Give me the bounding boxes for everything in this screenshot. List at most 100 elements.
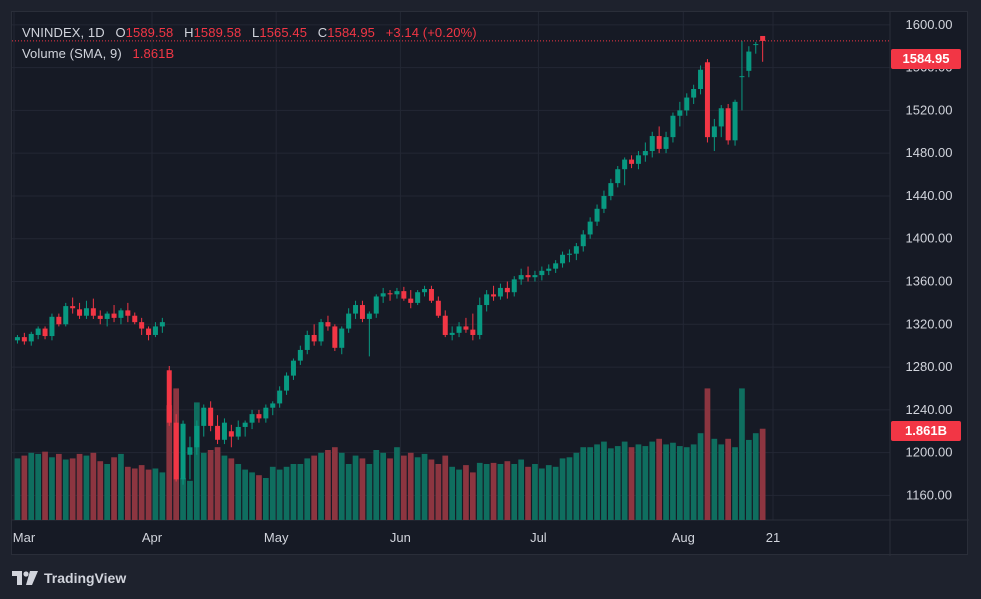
volume-bar [42, 451, 48, 520]
candle-body [608, 183, 614, 196]
volume-bar [131, 468, 138, 520]
volume-bar [401, 455, 407, 520]
x-tick-label: 21 [766, 530, 780, 545]
candle-body [594, 208, 600, 222]
volume-bar [580, 447, 587, 520]
candle-body [463, 326, 469, 330]
candle-body [270, 403, 276, 408]
volume-bar [732, 447, 738, 520]
volume-bar [545, 465, 552, 520]
tradingview-brand[interactable]: TradingView [12, 568, 126, 588]
candle-body [670, 115, 676, 138]
volume-bar [304, 458, 311, 520]
volume-bar [552, 466, 559, 520]
volume-bar [711, 438, 718, 520]
candle-body [208, 407, 214, 426]
volume-bar [104, 464, 110, 520]
volume-bar [628, 447, 635, 520]
candle-body [401, 291, 407, 299]
candle-body [180, 423, 186, 480]
candle-body [642, 151, 648, 156]
volume-bar [83, 455, 90, 520]
volume-bar [525, 466, 531, 520]
volume-bar [387, 458, 393, 520]
volume-bar [752, 433, 759, 520]
y-tick-label: 1320.00 [906, 316, 953, 331]
volume-bar [690, 444, 697, 520]
candle-body [353, 305, 359, 314]
volume-bar [394, 447, 400, 520]
volume-bar [145, 469, 152, 520]
volume-bar [159, 472, 166, 520]
candle-body [484, 294, 490, 306]
volume-bar [152, 468, 159, 520]
candle-body [573, 246, 579, 254]
volume-bar [511, 464, 518, 520]
axis-labels: 1160.00 1200.00 1240.00 1280.00 1320.00 1360.… [13, 17, 953, 545]
volume-bar [338, 452, 345, 520]
volume-bar [276, 469, 283, 520]
candle-body [580, 234, 586, 247]
candle-body [718, 108, 724, 127]
x-tick-label: Apr [142, 530, 163, 545]
y-tick-label: 1440.00 [906, 188, 953, 203]
candle-body [422, 288, 428, 293]
volume-bar [476, 462, 483, 520]
volume-bar [677, 446, 683, 520]
candle-body [394, 291, 400, 295]
candle-body [525, 275, 531, 278]
volume-bar [297, 464, 304, 520]
volume-legend: Volume (SMA, 9) 1.861B [22, 46, 174, 61]
candle-body [553, 263, 559, 269]
volume-bar [759, 428, 766, 520]
candle-body [49, 316, 55, 337]
candle-body [304, 334, 310, 350]
candle-body [760, 35, 766, 41]
volume-bar [214, 447, 221, 520]
volume-bar [718, 444, 725, 520]
volume-bar [311, 455, 317, 520]
volume-bar [642, 446, 649, 520]
volume-bar [725, 438, 731, 520]
candle-body [477, 305, 483, 335]
volume-bar [166, 405, 173, 520]
volume-bar [697, 433, 704, 520]
volume-label: Volume (SMA, 9) [22, 46, 122, 61]
candle-body [560, 254, 566, 264]
y-tick-label: 1480.00 [906, 145, 953, 160]
candle-body [497, 287, 503, 297]
chart-frame: 1160.00 1200.00 1240.00 1280.00 1320.00 1360.… [11, 11, 969, 556]
y-tick-label: 1520.00 [906, 102, 953, 117]
volume-bar [290, 464, 297, 520]
high-label: H [184, 25, 194, 40]
candle-body [70, 306, 76, 309]
volume-bar [138, 465, 145, 520]
candle-body [284, 375, 290, 391]
volume-bar [359, 458, 366, 520]
volume-bar [608, 448, 614, 520]
candle-body [746, 51, 752, 71]
candle-body [539, 270, 545, 276]
candle-body [173, 422, 179, 480]
candle-body [677, 110, 683, 116]
price-candles [12, 35, 890, 485]
candle-body [132, 315, 138, 323]
candle-body [711, 126, 717, 138]
volume-bar [566, 457, 573, 520]
volume-bar [283, 466, 290, 520]
candlestick-chart[interactable]: 1160.00 1200.00 1240.00 1280.00 1320.00 1360.… [12, 12, 969, 556]
volume-bars [14, 388, 766, 520]
candle-body [152, 326, 158, 335]
candle-body [656, 136, 662, 149]
volume-bar [573, 452, 580, 520]
candle-body [601, 195, 607, 209]
volume-bar [187, 480, 193, 520]
candle-body [14, 337, 20, 341]
x-tick-label: May [264, 530, 289, 545]
volume-bar [704, 388, 711, 520]
last-volume-badge: 1.861B [891, 421, 961, 441]
candle-body [511, 279, 517, 293]
grid-lines [12, 12, 969, 556]
volume-bar [683, 447, 690, 520]
volume-bar [90, 452, 97, 520]
